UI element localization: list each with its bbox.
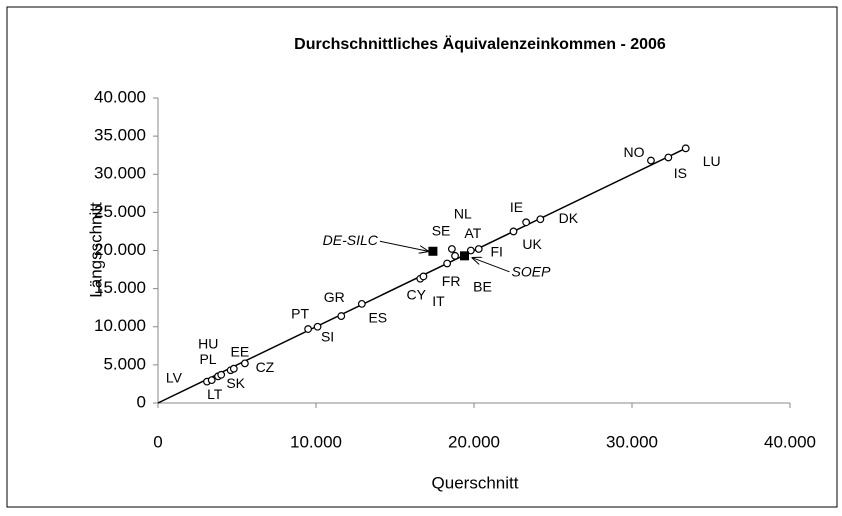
- data-point: [229, 364, 238, 373]
- data-point: [466, 246, 475, 255]
- point-label: UK: [522, 236, 542, 252]
- annotation-arrow: [473, 258, 510, 273]
- data-point: [522, 218, 531, 227]
- point-label: BE: [473, 279, 492, 295]
- point-label: GR: [324, 289, 345, 305]
- data-point: [240, 359, 249, 368]
- y-tick-label: 0: [137, 392, 146, 411]
- data-point: [207, 376, 216, 385]
- point-label: SE: [432, 223, 451, 239]
- y-tick-label: 15.000: [94, 278, 146, 297]
- x-tick-label: 30.000: [606, 432, 658, 451]
- point-label: SK: [226, 375, 245, 391]
- point-label: FR: [442, 273, 461, 289]
- data-point: [337, 312, 346, 320]
- point-label: CY: [407, 286, 427, 302]
- point-label: EE: [230, 343, 249, 359]
- x-tick-label: 0: [153, 432, 162, 451]
- point-label: PT: [291, 306, 309, 322]
- chart-title: Durchschnittliches Äquivalenzeinkommen -…: [294, 35, 666, 53]
- highlight-point: [428, 246, 438, 256]
- point-label: IT: [432, 293, 445, 309]
- data-point: [509, 227, 518, 236]
- data-point: [681, 144, 690, 153]
- point-label: NO: [623, 144, 644, 160]
- point-label: LV: [166, 369, 183, 385]
- point-label: IE: [510, 199, 523, 215]
- x-tick-label: 40.000: [764, 432, 816, 451]
- data-point: [451, 251, 459, 260]
- data-point: [217, 370, 226, 379]
- data-point: [304, 325, 313, 333]
- x-tick-label: 20.000: [448, 432, 500, 451]
- highlight-point: [460, 251, 470, 261]
- point-label: IS: [674, 165, 687, 181]
- y-tick-label: 5.000: [103, 354, 146, 373]
- data-point: [313, 322, 322, 331]
- y-tick-label: 40.000: [94, 87, 146, 106]
- point-label: HU: [198, 335, 218, 351]
- point-label: NL: [454, 206, 472, 222]
- y-tick-label: 35.000: [94, 126, 146, 145]
- annotation: DE-SILC: [323, 232, 379, 248]
- data-point: [447, 245, 456, 253]
- y-tick-label: 20.000: [94, 240, 146, 259]
- data-point: [536, 215, 545, 224]
- annotation-arrow: [379, 240, 428, 251]
- x-tick-label: 10.000: [290, 432, 342, 451]
- annotation: SOEP: [512, 264, 552, 280]
- point-label: CZ: [256, 359, 275, 375]
- data-point: [357, 299, 366, 308]
- data-point: [647, 156, 655, 165]
- chart-border: [6, 6, 838, 508]
- y-axis-label: Längsschnitt: [86, 202, 105, 298]
- point-label: LU: [703, 153, 721, 169]
- point-label: PL: [199, 351, 216, 367]
- x-axis-label: Querschnitt: [432, 473, 519, 492]
- data-point: [474, 245, 483, 253]
- y-tick-label: 30.000: [94, 164, 146, 183]
- point-label: ES: [368, 310, 387, 326]
- point-label: LT: [207, 386, 223, 402]
- point-label: FI: [491, 244, 503, 260]
- y-tick-label: 10.000: [94, 316, 146, 335]
- point-label: DK: [559, 210, 579, 226]
- data-point: [443, 259, 452, 268]
- point-label: SI: [321, 328, 334, 344]
- data-point: [419, 272, 428, 281]
- data-point: [664, 153, 673, 162]
- point-label: AT: [464, 225, 481, 241]
- y-tick-label: 25.000: [94, 202, 146, 221]
